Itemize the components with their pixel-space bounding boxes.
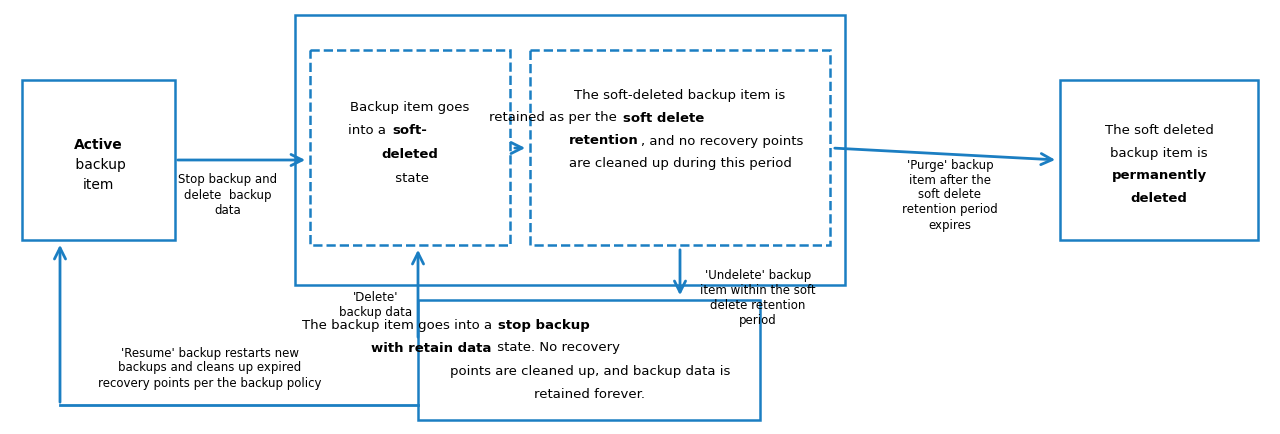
Text: stop backup: stop backup xyxy=(498,319,590,332)
Text: state. No recovery: state. No recovery xyxy=(493,342,620,355)
Text: retained forever.: retained forever. xyxy=(535,388,645,401)
Text: permanently: permanently xyxy=(1111,170,1207,183)
Text: retained as per the: retained as per the xyxy=(489,112,621,125)
Text: with retain data: with retain data xyxy=(371,342,492,355)
Text: Backup item goes: Backup item goes xyxy=(351,102,470,115)
Text: points are cleaned up, and backup data is: points are cleaned up, and backup data i… xyxy=(449,365,730,378)
Text: 'Resume' backup restarts new
backups and cleans up expired
recovery points per t: 'Resume' backup restarts new backups and… xyxy=(99,346,321,389)
Text: Stop backup and
delete  backup
data: Stop backup and delete backup data xyxy=(178,174,278,217)
Text: 'Purge' backup
item after the
soft delete
retention period
expires: 'Purge' backup item after the soft delet… xyxy=(902,158,998,231)
Text: deleted: deleted xyxy=(381,148,439,161)
Text: are cleaned up during this period: are cleaned up during this period xyxy=(568,158,791,171)
Text: backup item is: backup item is xyxy=(1110,147,1208,160)
Text: item: item xyxy=(82,178,114,192)
Bar xyxy=(419,300,760,420)
Text: The soft-deleted backup item is: The soft-deleted backup item is xyxy=(575,89,786,102)
Text: 'Delete'
backup data: 'Delete' backup data xyxy=(339,291,412,319)
Text: retention: retention xyxy=(570,135,639,148)
Text: The soft deleted: The soft deleted xyxy=(1105,124,1213,137)
Text: The backup item goes into a: The backup item goes into a xyxy=(302,319,497,332)
Text: deleted: deleted xyxy=(1130,193,1188,206)
Text: state: state xyxy=(390,171,429,184)
Bar xyxy=(530,50,829,245)
Bar xyxy=(1060,80,1258,240)
Text: into a: into a xyxy=(348,124,390,137)
Text: backup: backup xyxy=(70,158,125,172)
Text: , and no recovery points: , and no recovery points xyxy=(641,135,804,148)
Bar xyxy=(294,15,845,285)
Text: soft-: soft- xyxy=(392,124,426,137)
Text: soft delete: soft delete xyxy=(623,112,704,125)
Text: 'Undelete' backup
item within the soft
delete retention
period: 'Undelete' backup item within the soft d… xyxy=(700,269,815,327)
Bar xyxy=(22,80,175,240)
Bar xyxy=(310,50,509,245)
Text: Active: Active xyxy=(74,138,123,152)
